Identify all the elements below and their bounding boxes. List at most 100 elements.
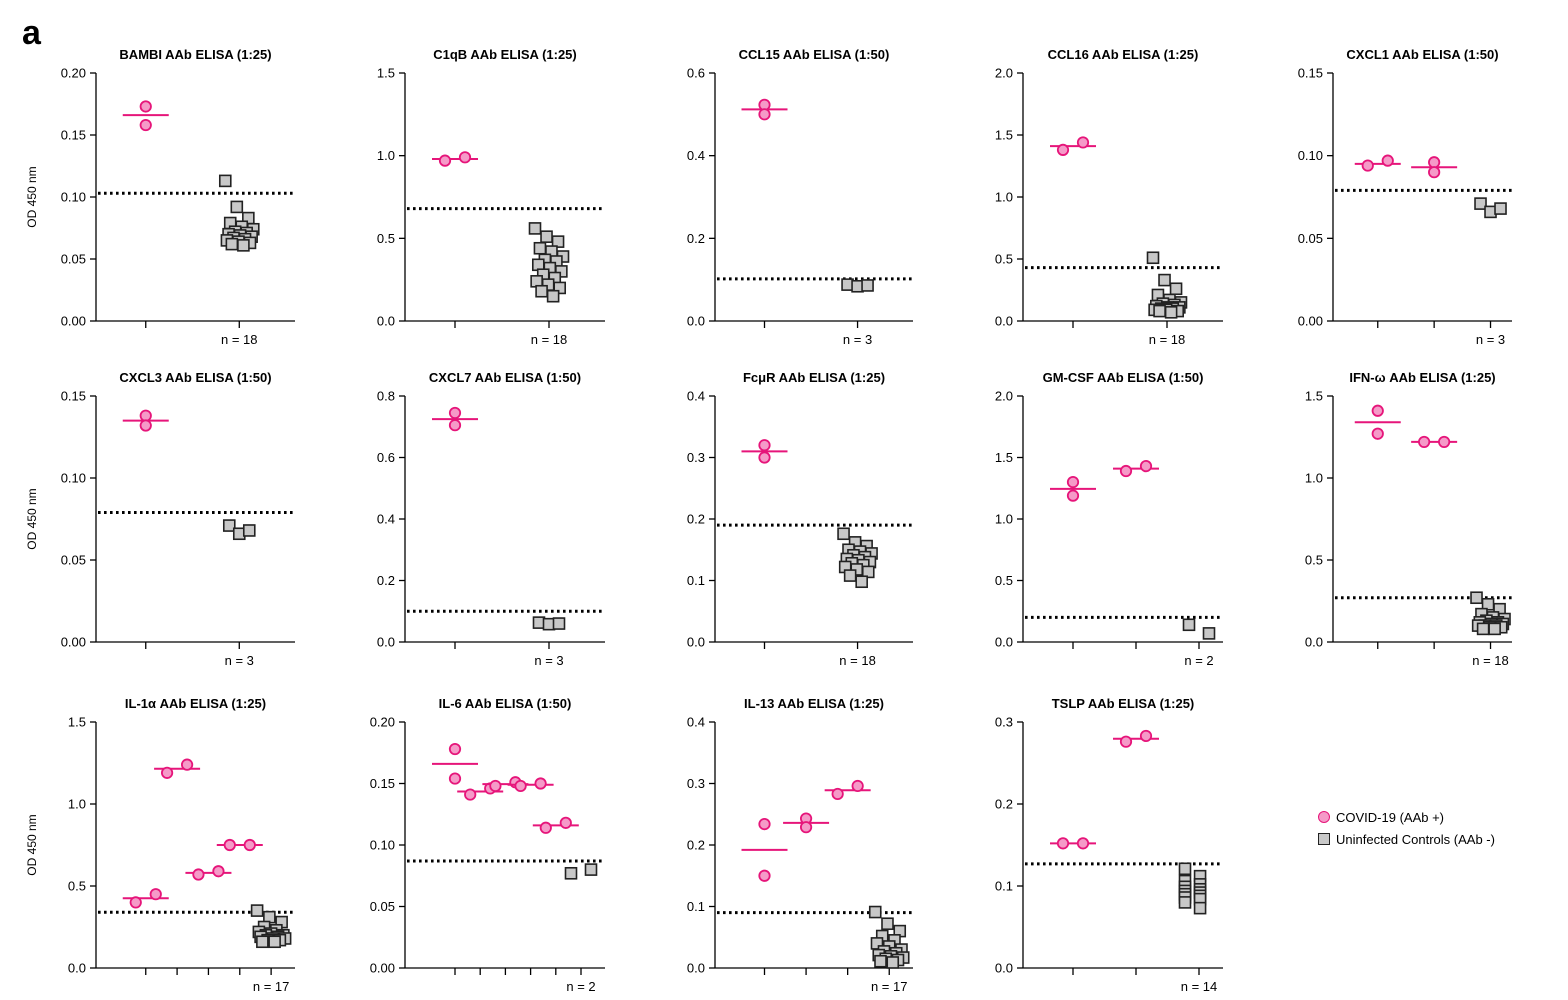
x-axis-label: n = 18 [531, 332, 568, 347]
y-tick-label: 0.0 [995, 635, 1013, 650]
y-tick-label: 0.5 [995, 252, 1013, 267]
y-tick-label: 0.4 [377, 512, 395, 527]
legend-item-controls: Uninfected Controls (AAb -) [1318, 828, 1495, 850]
chart-panel: CXCL7 AAb ELISA (1:50) 0.0 0.2 0.4 0.6 0.8 n =… [377, 370, 605, 668]
y-tick-label: 0.00 [61, 635, 86, 650]
covid-point [1418, 435, 1431, 449]
control-point [1178, 896, 1192, 909]
control-point [1178, 862, 1192, 876]
covid-point [1119, 464, 1133, 478]
control-point [1193, 901, 1207, 915]
covid-point [758, 869, 771, 882]
control-point [1164, 306, 1178, 319]
control-point [843, 569, 857, 582]
x-axis-label: n = 3 [534, 653, 563, 668]
covid-point [1066, 489, 1080, 502]
y-tick-label: 2.0 [995, 66, 1013, 81]
control-point [855, 575, 868, 589]
y-tick-label: 0.2 [995, 797, 1013, 812]
y-tick-label: 0.0 [687, 961, 705, 976]
covid-point [1066, 475, 1080, 489]
y-tick-label: 0.2 [687, 512, 705, 527]
control-point [861, 279, 874, 292]
chart-panel: IL-6 AAb ELISA (1:50) 0.00 0.05 0.10 0.15 0.2… [370, 696, 605, 994]
y-tick-label: 0.0 [687, 635, 705, 650]
control-point [564, 866, 578, 880]
y-tick-label: 0.20 [61, 66, 86, 81]
chart-panel: IL-1α AAb ELISA (1:25) 0.0 0.5 1.0 1.5 OD 450… [25, 696, 295, 994]
chart-title: BAMBI AAb ELISA (1:25) [119, 47, 271, 62]
covid-point [139, 118, 152, 132]
y-tick-label: 1.0 [995, 190, 1013, 205]
chart-title: C1qB AAb ELISA (1:25) [433, 47, 577, 62]
control-point [1146, 251, 1160, 265]
control-point [837, 527, 850, 541]
chart-panel: IFN-ω AAb ELISA (1:25) 0.0 0.5 1.0 1.5 n = 18 [1305, 370, 1512, 668]
chart-title: CXCL3 AAb ELISA (1:50) [119, 370, 271, 385]
legend: COVID-19 (AAb +) Uninfected Controls (AA… [1318, 806, 1495, 850]
y-tick-label: 0.0 [995, 961, 1013, 976]
y-tick-label: 0.3 [687, 450, 705, 465]
covid-point [489, 779, 502, 793]
y-tick-label: 0.05 [61, 252, 86, 267]
control-point [861, 565, 875, 579]
y-tick-label: 0.00 [370, 961, 395, 976]
covid-point [799, 821, 813, 834]
covid-point [1371, 427, 1384, 440]
control-point [584, 863, 598, 876]
chart-title: CXCL7 AAb ELISA (1:50) [429, 370, 581, 385]
control-point [540, 230, 553, 243]
covid-point [1076, 136, 1090, 149]
chart-title: IFN-ω AAb ELISA (1:25) [1349, 370, 1495, 385]
covid-point [180, 758, 194, 771]
y-tick-label: 0.05 [61, 553, 86, 568]
y-tick-label: 0.15 [1298, 66, 1323, 81]
control-point [256, 935, 269, 949]
covid-point [758, 817, 771, 831]
y-tick-label: 0.10 [1298, 148, 1323, 163]
chart-title: CCL16 AAb ELISA (1:25) [1048, 47, 1199, 62]
covid-point [149, 888, 162, 901]
y-tick-label: 1.5 [1305, 389, 1323, 404]
control-point [552, 617, 566, 630]
control-point [874, 954, 887, 968]
y-tick-label: 0.1 [995, 879, 1013, 894]
y-tick-label: 1.0 [995, 512, 1013, 527]
covid-point [139, 409, 152, 422]
covid-point [139, 100, 152, 113]
control-point [1158, 273, 1171, 287]
covid-point [1076, 837, 1090, 850]
x-axis-label: n = 17 [871, 979, 908, 994]
y-tick-label: 1.5 [995, 128, 1013, 143]
covid-point [1056, 143, 1070, 156]
covid-point [458, 151, 472, 164]
covid-point [212, 865, 225, 878]
chart-panel: BAMBI AAb ELISA (1:25) 0.00 0.05 0.10 0.15 0.… [25, 47, 295, 347]
legend-covid-label: COVID-19 (AAb +) [1336, 809, 1445, 825]
y-tick-label: 0.4 [687, 389, 705, 404]
covid-point [160, 766, 174, 779]
covid-marker-icon [1318, 811, 1330, 823]
chart-title: TSLP AAb ELISA (1:25) [1052, 696, 1195, 711]
y-tick-label: 0.15 [61, 389, 86, 404]
y-axis-label: OD 450 nm [25, 166, 39, 227]
x-axis-label: n = 18 [221, 332, 258, 347]
covid-point [1056, 837, 1070, 850]
control-point [1474, 197, 1487, 210]
control-point [528, 222, 542, 235]
covid-point [192, 868, 205, 881]
y-tick-label: 1.5 [995, 450, 1013, 465]
y-tick-label: 0.05 [1298, 231, 1323, 246]
control-point [886, 956, 900, 969]
panel-letter: a [22, 14, 41, 52]
control-point [225, 237, 239, 251]
x-axis-label: n = 3 [225, 653, 254, 668]
covid-point [438, 154, 452, 167]
covid-point [1119, 735, 1133, 748]
y-tick-label: 0.4 [687, 148, 705, 163]
y-tick-label: 0.5 [1305, 553, 1323, 568]
covid-point [539, 821, 552, 834]
y-tick-label: 0.1 [687, 573, 705, 588]
chart-panel: CXCL1 AAb ELISA (1:50) 0.00 0.05 0.10 0.15 n … [1298, 47, 1512, 347]
